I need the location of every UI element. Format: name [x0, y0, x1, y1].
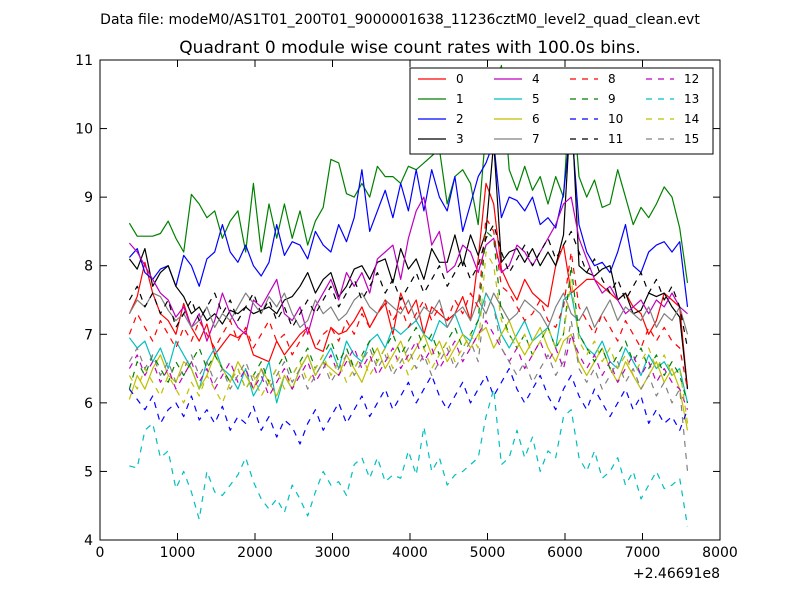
legend-label-6: 6: [532, 112, 540, 126]
chart-suptitle: Data file: modeM0/AS1T01_200T01_90000016…: [100, 12, 700, 28]
series-line-12: [128, 320, 689, 410]
series-line-11: [128, 224, 689, 349]
legend-label-10: 10: [608, 112, 623, 126]
plot-frame: [99, 59, 721, 541]
x-tick-label: 3000: [315, 545, 351, 561]
x-tick-label: 8000: [702, 545, 738, 561]
legend-label-15: 15: [684, 132, 699, 146]
y-tick-label: 7: [84, 327, 93, 343]
x-tick-label: 2000: [237, 545, 273, 561]
legend-label-9: 9: [608, 92, 616, 106]
series-line-8: [128, 217, 689, 390]
y-tick-label: 6: [84, 396, 93, 412]
series-line-1: [128, 64, 689, 283]
y-tick-label: 10: [75, 122, 93, 138]
legend-label-13: 13: [684, 92, 699, 106]
legend-label-11: 11: [608, 132, 623, 146]
ticks-layer: 0 1000 2000 3000 4000 5000 6000 7000 8000 4 5 6 7 8 9 1…: [75, 53, 738, 561]
legend-label-4: 4: [532, 72, 540, 86]
y-tick-label: 4: [84, 533, 93, 549]
x-tick-label: 5000: [470, 545, 506, 561]
legend-label-8: 8: [608, 72, 616, 86]
legend-label-5: 5: [532, 92, 540, 106]
legend-label-12: 12: [684, 72, 699, 86]
legend-box: [409, 67, 714, 155]
y-tick-label: 8: [84, 259, 93, 275]
series-line-2: [128, 121, 689, 307]
x-tick-label: 4000: [392, 545, 428, 561]
y-tick-label: 9: [84, 190, 93, 206]
legend-label-7: 7: [532, 132, 540, 146]
y-tick-label: 5: [84, 464, 93, 480]
y-tick-label: 11: [75, 53, 93, 69]
x-tick-label: 1000: [160, 545, 196, 561]
legend-label-0: 0: [456, 72, 464, 86]
series-line-14: [128, 251, 689, 424]
series-line-10: [128, 368, 689, 445]
series-layer: [128, 64, 689, 527]
series-line-15: [128, 292, 689, 472]
series-line-13: [129, 388, 689, 527]
series-line-4: [128, 196, 688, 342]
chart-title: Quadrant 0 module wise count rates with …: [179, 38, 640, 58]
series-line-3: [128, 100, 689, 390]
series-line-7: [128, 292, 689, 335]
x-tick-label: 0: [96, 545, 105, 561]
x-tick-label: 7000: [625, 545, 661, 561]
legend-label-1: 1: [456, 92, 464, 106]
legend-label-2: 2: [456, 112, 464, 126]
x-offset-label: +2.46691e8: [633, 566, 720, 582]
legend-label-14: 14: [684, 112, 699, 126]
legend-label-3: 3: [456, 132, 464, 146]
x-tick-label: 6000: [547, 545, 583, 561]
